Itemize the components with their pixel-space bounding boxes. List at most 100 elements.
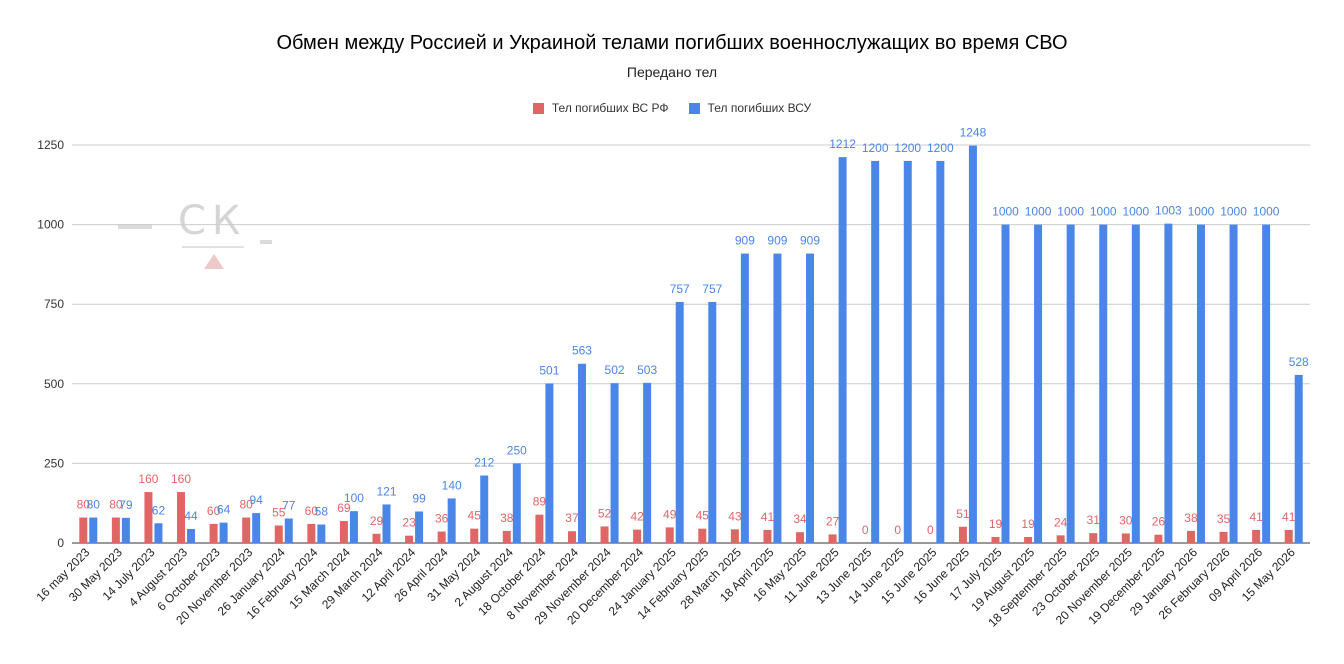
data-label-ua: 909 xyxy=(767,234,787,248)
bar-ru xyxy=(633,529,642,543)
data-label-ua: 94 xyxy=(250,493,264,507)
y-tick-label: 1250 xyxy=(37,138,64,152)
bar-ru xyxy=(828,534,837,543)
bar-ua xyxy=(121,517,130,543)
data-label-ru: 38 xyxy=(500,511,514,525)
data-label-ru: 26 xyxy=(1152,515,1166,529)
bar-ru xyxy=(1154,534,1163,543)
data-label-ru: 19 xyxy=(1021,517,1035,531)
bar-ru xyxy=(796,532,805,543)
bar-ru xyxy=(405,535,414,543)
bar-ua xyxy=(349,511,358,543)
bar-ua xyxy=(317,524,326,543)
data-label-ru: 0 xyxy=(927,523,934,537)
data-label-ua: 250 xyxy=(507,443,527,457)
data-label-ru: 29 xyxy=(370,514,384,528)
data-label-ru: 80 xyxy=(240,498,254,512)
data-label-ua: 1000 xyxy=(1025,205,1052,219)
bar-ua xyxy=(1066,224,1075,543)
bar-ua xyxy=(1229,224,1238,543)
bar-ua xyxy=(415,511,424,543)
bar-ua xyxy=(512,463,521,543)
bar-ru xyxy=(698,528,707,543)
bar-ru xyxy=(600,526,609,543)
legend-item-ru[interactable]: Тел погибших ВС РФ xyxy=(532,101,669,115)
data-label-ua: 1000 xyxy=(992,205,1019,219)
data-label-ru: 43 xyxy=(728,509,742,523)
data-label-ua: 1000 xyxy=(1122,205,1149,219)
data-label-ua: 44 xyxy=(184,509,198,523)
watermark-logo: СК xyxy=(112,198,282,278)
data-label-ru: 160 xyxy=(171,472,191,486)
bar-ua xyxy=(643,382,652,543)
data-label-ru: 34 xyxy=(793,512,807,526)
bar-ru xyxy=(1121,533,1130,543)
bar-ua xyxy=(968,145,977,544)
data-label-ru: 41 xyxy=(1282,510,1296,524)
data-label-ua: 121 xyxy=(376,484,396,498)
legend-swatch-ua xyxy=(688,102,700,114)
watermark-dash-left xyxy=(118,224,152,229)
bar-ua xyxy=(1262,224,1271,543)
bar-ru xyxy=(1024,536,1033,543)
bar-ua xyxy=(1294,374,1303,543)
data-label-ru: 41 xyxy=(1249,510,1263,524)
bar-ua xyxy=(252,513,261,543)
legend-item-ua[interactable]: Тел погибших ВСУ xyxy=(688,101,812,115)
data-label-ua: 62 xyxy=(152,503,166,517)
bar-ua xyxy=(1034,224,1043,543)
data-label-ua: 528 xyxy=(1289,355,1309,369)
legend-label-ua: Тел погибших ВСУ xyxy=(707,101,812,115)
data-label-ua: 757 xyxy=(702,282,722,296)
data-label-ua: 79 xyxy=(119,498,133,512)
data-label-ua: 1000 xyxy=(1220,205,1247,219)
bar-ru xyxy=(470,528,479,543)
bar-ru xyxy=(1186,530,1195,543)
y-tick-label: 1000 xyxy=(37,218,64,232)
bar-ru xyxy=(1252,529,1261,543)
data-label-ua: 140 xyxy=(442,478,462,492)
bar-ru xyxy=(437,531,446,543)
bar-ua xyxy=(154,523,163,543)
bar-ua xyxy=(1131,224,1140,543)
data-label-ru: 89 xyxy=(533,495,547,509)
bar-ua xyxy=(219,522,228,543)
bar-ua xyxy=(447,498,456,543)
data-label-ua: 1000 xyxy=(1188,205,1215,219)
data-label-ru: 80 xyxy=(77,498,91,512)
data-label-ru: 160 xyxy=(138,472,158,486)
bar-ua xyxy=(1099,224,1108,543)
bar-ru xyxy=(730,529,739,543)
bar-ua xyxy=(89,517,98,543)
bar-ua xyxy=(675,301,684,543)
bar-ua xyxy=(838,157,847,544)
data-label-ru: 0 xyxy=(894,523,901,537)
data-label-ua: 1200 xyxy=(862,141,889,155)
data-label-ru: 24 xyxy=(1054,515,1068,529)
bar-ua xyxy=(708,301,717,543)
data-label-ua: 58 xyxy=(315,505,329,519)
y-tick-label: 250 xyxy=(44,456,64,470)
bar-ua xyxy=(936,160,945,544)
legend-label-ru: Тел погибших ВС РФ xyxy=(551,101,669,115)
bar-ua xyxy=(1164,223,1173,543)
bar-ru xyxy=(144,492,153,543)
data-label-ru: 69 xyxy=(337,501,351,515)
data-label-ua: 501 xyxy=(539,363,559,377)
bar-ua xyxy=(577,363,586,543)
bar-ua xyxy=(382,504,391,543)
data-label-ua: 64 xyxy=(217,503,231,517)
bar-ru xyxy=(177,492,186,543)
data-label-ua: 1000 xyxy=(1090,205,1117,219)
chart-subtitle: Передано тел xyxy=(626,64,718,80)
bar-ua xyxy=(545,383,554,543)
bar-ru xyxy=(1284,529,1293,543)
data-label-ua: 100 xyxy=(344,491,364,505)
data-label-ua: 1000 xyxy=(1253,205,1280,219)
bar-ru xyxy=(535,514,544,543)
chart-title: Обмен между Россией и Украиной телами по… xyxy=(276,32,1068,54)
bar-ru xyxy=(111,517,120,543)
watermark-dash-right xyxy=(260,240,272,244)
data-label-ru: 27 xyxy=(826,514,840,528)
